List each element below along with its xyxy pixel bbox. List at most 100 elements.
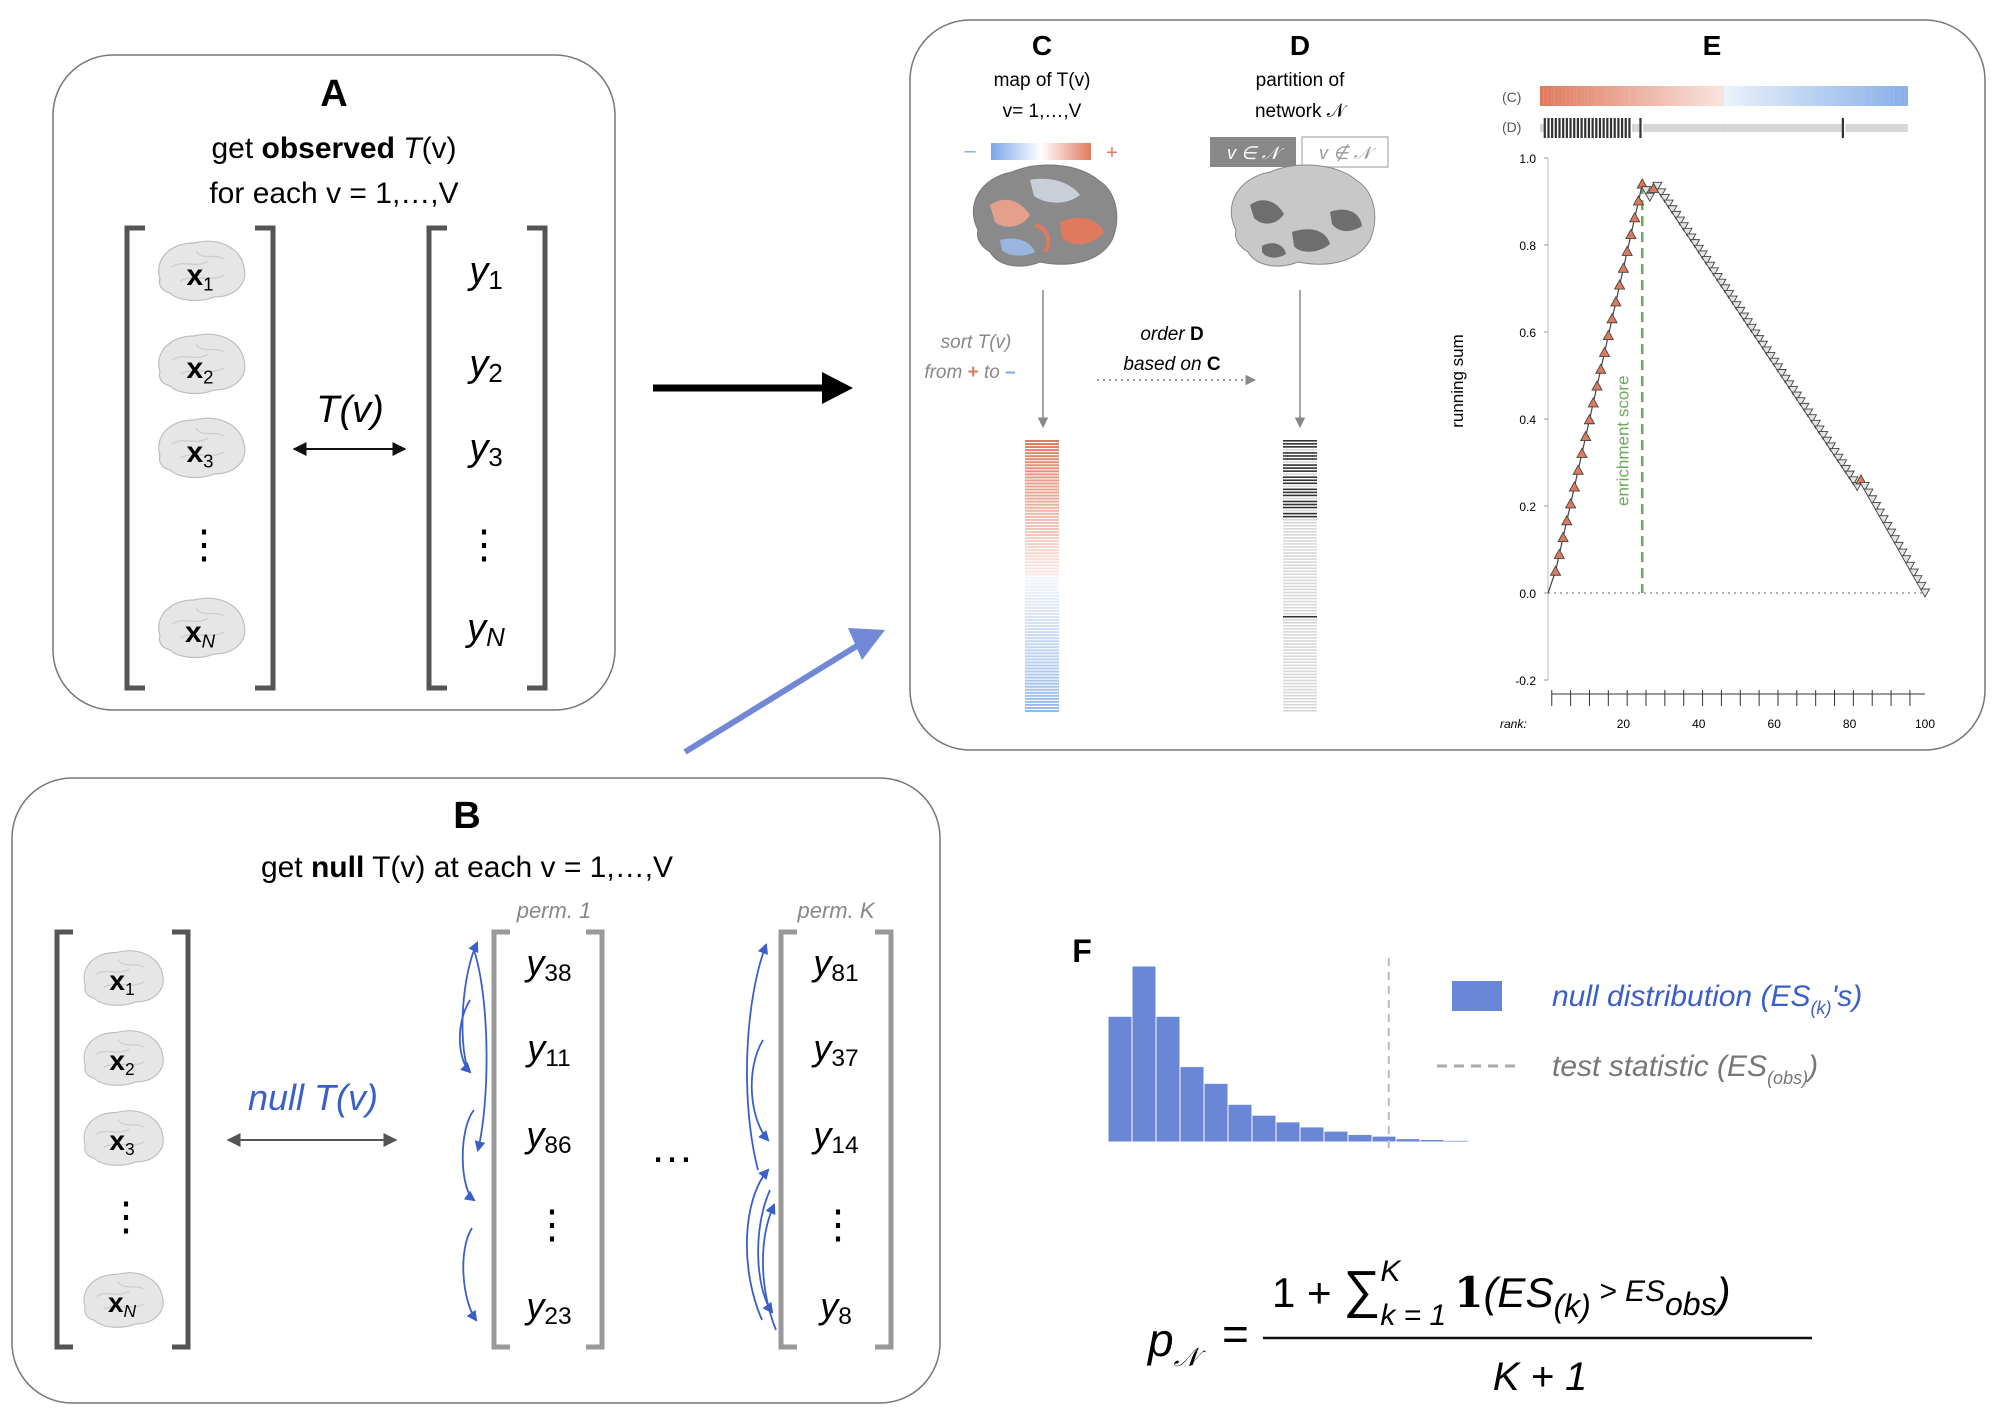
sorted-stripe <box>1025 591 1059 594</box>
heatstrip-c-cell <box>1816 86 1820 106</box>
miss-marker <box>1784 380 1795 390</box>
brain-outline <box>83 1030 164 1086</box>
heatstrip-c-cell <box>1613 86 1618 106</box>
hit-marker <box>1606 312 1618 324</box>
x-tick-label: 40 <box>1692 717 1706 731</box>
sorted-t-map-stripes <box>1025 440 1059 712</box>
histogram-bar <box>1419 1138 1445 1143</box>
heatstrip-d-miss <box>1838 124 1842 132</box>
subject-label: x3 <box>109 1125 134 1159</box>
heatstrip-d-miss <box>1804 124 1809 132</box>
out-network-stripe <box>1283 552 1317 554</box>
out-network-stripe <box>1283 555 1317 557</box>
hit-marker <box>1621 245 1633 256</box>
miss-marker <box>1670 210 1682 221</box>
subject-label: x2 <box>186 352 213 387</box>
histogram-bar <box>1107 1015 1133 1143</box>
hit-marker <box>1595 363 1607 374</box>
sorted-stripe <box>1025 506 1059 509</box>
brain-patch-pos <box>1034 223 1051 254</box>
y-axis-ticks: 1.0 0.8 0.6 0.4 0.2 0.0 -0.2 <box>1515 152 1548 688</box>
panel-c-title-line2: v= 1,…,V <box>1003 101 1082 122</box>
brain-outline <box>83 1272 164 1328</box>
brain-outline <box>158 333 246 395</box>
brain-thumbnail <box>158 417 246 479</box>
heatstrip-d-hit <box>1613 118 1616 138</box>
hit-marker <box>1628 211 1641 223</box>
sorted-stripe <box>1025 579 1059 582</box>
heatstrip-c-cell <box>1694 86 1699 106</box>
heatstrip-c-cell <box>1746 86 1750 106</box>
brain-sulci <box>95 959 145 988</box>
sorted-stripe <box>1025 603 1059 606</box>
panel-b-subject-list: x1 x2 x3 xN ⋮ <box>83 950 164 1328</box>
heatstrip-d-miss <box>1650 124 1655 132</box>
brain-sulci <box>95 1281 145 1310</box>
miss-marker <box>1795 397 1806 407</box>
heatstrip-d-miss <box>1757 124 1761 132</box>
miss-marker <box>1727 295 1738 306</box>
out-network-stripe <box>1283 576 1317 579</box>
brain-patch-pos <box>990 199 1030 227</box>
y-tick-label: 1.0 <box>1519 152 1536 166</box>
sorted-stripe <box>1025 703 1059 706</box>
heatstrip-d-hit <box>1551 118 1554 138</box>
heatstrip-d-hit <box>1591 118 1594 138</box>
sorted-stripe <box>1025 597 1059 600</box>
heatstrip-c-cell <box>1646 86 1651 106</box>
heatstrip-d-hit <box>1573 118 1576 138</box>
heatstrip-c-cell <box>1878 86 1883 106</box>
panel-f-letter: F <box>1072 933 1092 969</box>
heatstrip-c-cell <box>1771 86 1776 106</box>
miss-marker <box>1678 222 1689 232</box>
sorted-stripe <box>1025 470 1059 473</box>
heatstrip-d-hit <box>1606 118 1609 138</box>
out-network-stripe <box>1283 600 1317 603</box>
sorted-stripe <box>1025 585 1059 588</box>
heatstrip-c-cell <box>1753 86 1758 106</box>
sorted-stripe <box>1025 582 1059 585</box>
out-network-stripe <box>1283 640 1317 642</box>
out-network-stripe <box>1283 634 1317 636</box>
sorted-stripe <box>1025 609 1059 612</box>
subject-label: xN <box>185 616 216 651</box>
permk-outcome-label: y81 <box>810 942 858 987</box>
heatstrip-c-cell <box>1661 86 1666 106</box>
miss-marker <box>1663 199 1674 210</box>
heatstrip-d-hit <box>1598 118 1602 138</box>
subject-label: x1 <box>109 965 134 999</box>
miss-marker <box>1874 508 1886 518</box>
heatstrip-d-miss <box>1668 124 1673 132</box>
colorbar-plus-label: + <box>1106 142 1118 164</box>
in-network-stripe <box>1283 464 1317 466</box>
perm1-outcome-list: y38 y11 y86 y23 ⋮ <box>523 942 572 1330</box>
histogram-bar <box>1299 1126 1325 1143</box>
heatstrip-d-miss <box>1863 124 1868 132</box>
blue-arrow-head <box>848 628 885 660</box>
out-network-stripe <box>1283 518 1317 521</box>
heatstrip-d-miss <box>1676 124 1680 132</box>
heatstrip-d-miss <box>1724 124 1728 132</box>
enrichment-score-label: enrichment score <box>1613 376 1632 506</box>
sorted-stripe <box>1025 618 1059 621</box>
heatstrip-c-cell <box>1874 86 1879 106</box>
heatstrip-c-cell <box>1635 86 1640 106</box>
heatstrip-d-miss <box>1712 124 1717 132</box>
heatstrip-d-miss <box>1867 124 1872 132</box>
miss-marker <box>1667 205 1678 215</box>
formula-p: p𝒩 <box>1146 1314 1207 1372</box>
panel-b-frame <box>11 777 941 1404</box>
hit-marker <box>1610 296 1622 307</box>
heatstrip-d-miss <box>1834 124 1839 132</box>
heatstrip-c-cell <box>1804 86 1809 106</box>
miss-marker <box>1806 414 1818 424</box>
y-tick-label: 0.2 <box>1519 500 1536 514</box>
heatstrip-d-hit <box>1543 118 1546 138</box>
in-network-stripe <box>1283 515 1317 518</box>
heatstrip-c-cell <box>1885 86 1890 106</box>
heatstrip-c-cell <box>1731 86 1736 106</box>
sorted-stripe <box>1025 658 1059 661</box>
miss-marker <box>1719 284 1731 294</box>
bracket-perm1-open <box>491 929 510 1350</box>
sorted-stripe <box>1025 685 1059 688</box>
